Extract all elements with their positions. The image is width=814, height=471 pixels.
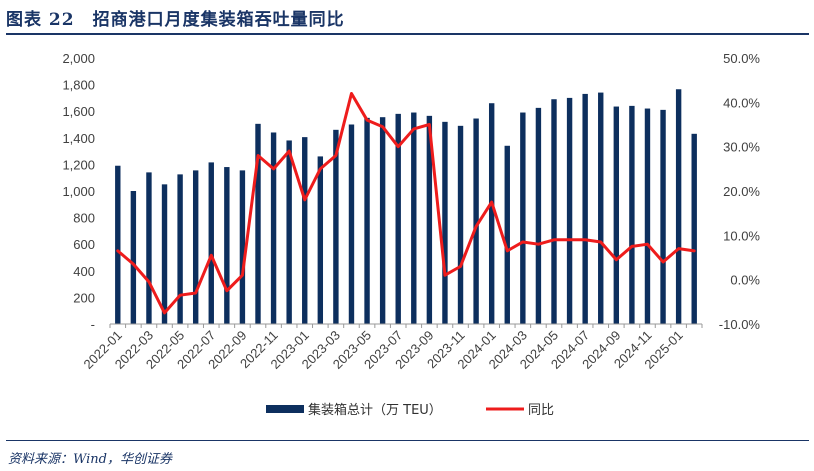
y-right-tick-label: 10.0% xyxy=(723,228,760,243)
bar-2024-10 xyxy=(629,105,635,324)
bar-2022-07 xyxy=(208,162,214,324)
title-divider xyxy=(6,33,809,35)
bar-2023-10 xyxy=(442,121,448,324)
source-divider xyxy=(6,440,809,441)
bar-2023-03 xyxy=(333,129,339,324)
bar-2024-03 xyxy=(520,112,526,324)
bar-2022-04 xyxy=(161,184,168,324)
bar-2024-04 xyxy=(535,107,542,324)
y-right-tick-label: 30.0% xyxy=(723,140,760,155)
y-left-tick-label: 600 xyxy=(73,237,95,252)
bar-2022-09 xyxy=(239,170,246,324)
y-left-tick-label: 1,600 xyxy=(62,104,95,119)
y-left-tick-label: 200 xyxy=(73,290,95,305)
y-left-tick-label: 1,200 xyxy=(62,157,95,172)
bar-2023-09 xyxy=(426,115,433,324)
bar-2024-07 xyxy=(582,93,588,324)
bar-2024-06 xyxy=(566,97,573,325)
y-left-tick-label: 800 xyxy=(73,211,95,226)
bar-2022-08 xyxy=(224,167,230,324)
bar-2023-06 xyxy=(379,117,386,324)
bar-2023-01 xyxy=(302,137,308,324)
bar-2023-05 xyxy=(364,117,370,324)
bar-2024-01 xyxy=(488,103,495,324)
bar-2024-11 xyxy=(644,108,651,324)
y-left-tick-label: 1,000 xyxy=(62,184,95,199)
bar-2023-12 xyxy=(473,118,479,324)
bar-2025-01 xyxy=(675,89,682,324)
y-right-tick-label: 0.0% xyxy=(730,273,760,288)
bar-2023-04 xyxy=(348,124,355,324)
bar-2022-11 xyxy=(270,132,277,324)
bar-2024-12 xyxy=(660,109,666,325)
bar-2023-08 xyxy=(411,112,417,324)
bar-2025-02 xyxy=(691,133,697,324)
y-left-tick-label: 1,400 xyxy=(62,131,95,146)
y-right-tick-label: 20.0% xyxy=(723,184,760,199)
bar-2024-08 xyxy=(598,92,604,324)
legend-bar-label: 集装箱总计（万 TEU） xyxy=(308,402,442,418)
bar-2024-09 xyxy=(613,106,620,324)
y-left-tick-label: - xyxy=(91,317,95,332)
bar-2022-05 xyxy=(177,174,183,324)
y-left-tick-label: 400 xyxy=(73,264,95,279)
title-bar: 图表 22 招商港口月度集装箱吞吐量同比 xyxy=(0,0,814,35)
y-left-tick-label: 2,000 xyxy=(62,51,95,66)
bar-2024-05 xyxy=(551,99,557,324)
bar-2022-03 xyxy=(146,172,152,324)
y-left-tick-label: 1,800 xyxy=(62,78,95,93)
bar-2023-02 xyxy=(317,156,324,324)
bar-2023-07 xyxy=(395,113,401,324)
y-right-tick-label: 40.0% xyxy=(723,95,760,110)
bar-2022-01 xyxy=(115,165,121,324)
legend-bar-swatch xyxy=(266,405,304,413)
bar-2022-06 xyxy=(192,170,199,324)
legend-line-label: 同比 xyxy=(528,403,554,418)
yoy-line xyxy=(116,91,696,315)
source-note: 资料来源：Wind，华创证券 xyxy=(8,452,172,467)
y-right-tick-label: -10.0% xyxy=(719,317,761,332)
y-right-tick-label: 50.0% xyxy=(723,51,760,66)
bar-2023-11 xyxy=(457,125,464,324)
figure-title: 图表 22 招商港口月度集装箱吞吐量同比 xyxy=(6,10,345,30)
bar-2022-10 xyxy=(255,123,261,325)
bar-2024-02 xyxy=(504,145,510,324)
bar-2022-12 xyxy=(286,140,292,324)
bar-2022-02 xyxy=(130,191,137,324)
